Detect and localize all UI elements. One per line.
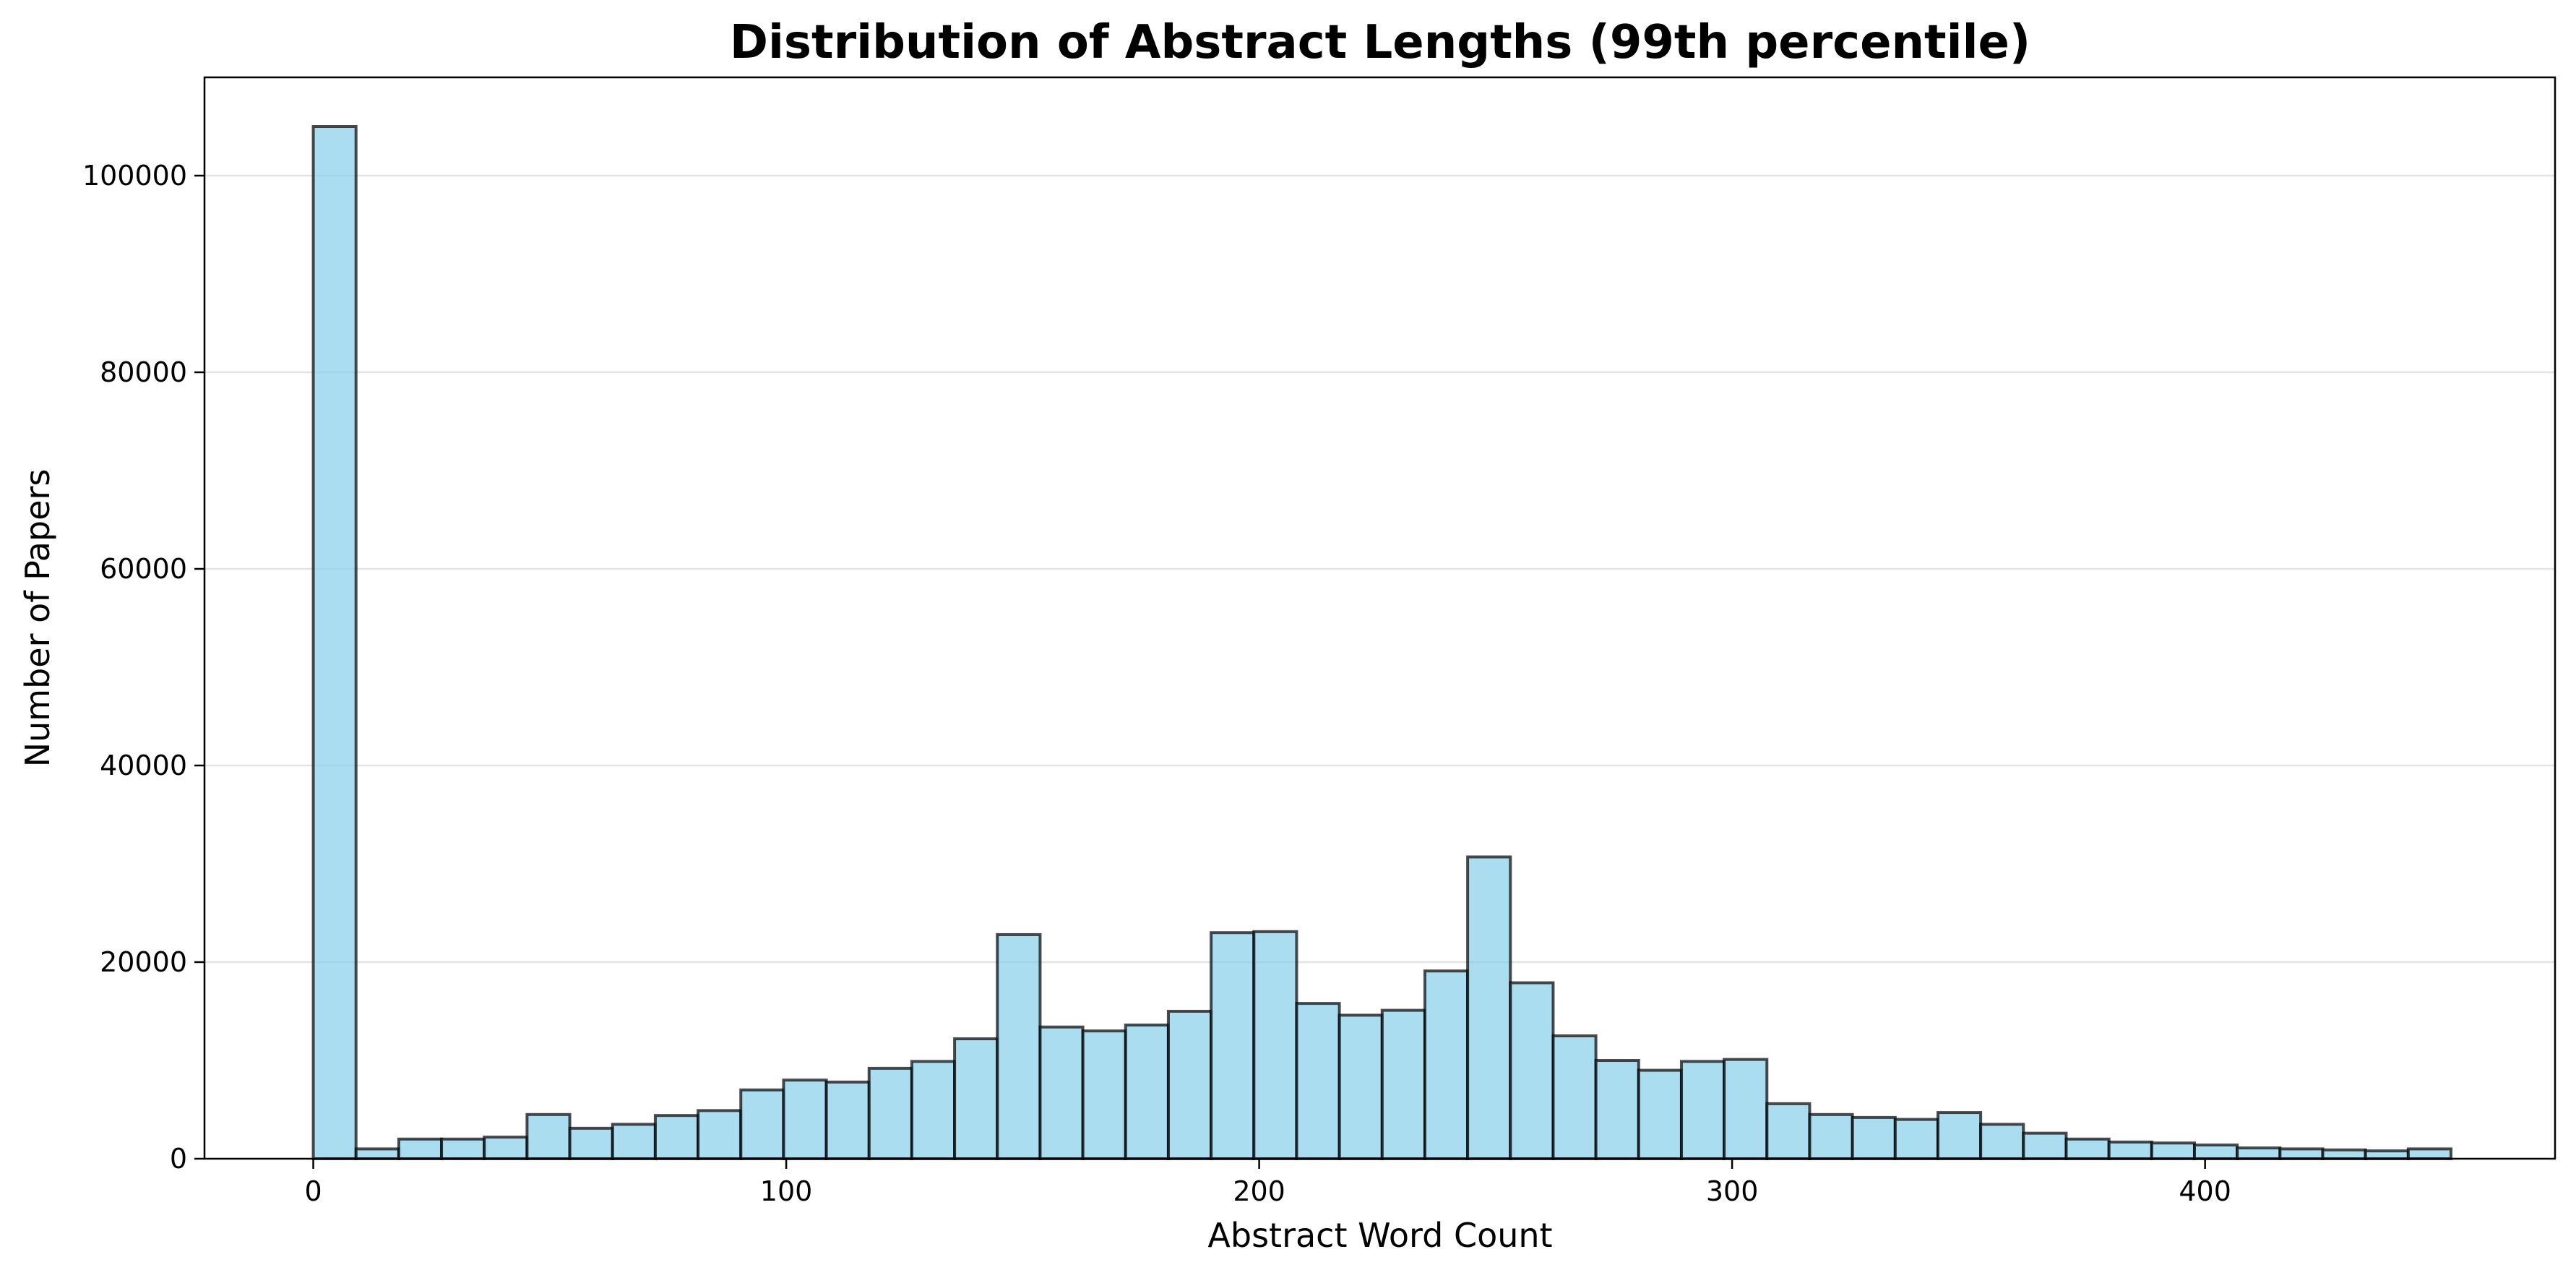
y-axis: 0 20000 40000 60000 80000 100000	[82, 160, 204, 1175]
histogram-bar	[1637, 1068, 1683, 1160]
histogram-bar	[397, 1137, 444, 1161]
histogram-bar	[1723, 1058, 1769, 1161]
x-tick-label: 300	[1706, 1175, 1759, 1207]
histogram-bar	[1210, 931, 1256, 1160]
y-tick-label: 20000	[100, 946, 187, 978]
histogram-bar	[1038, 1025, 1085, 1161]
histogram-bar	[1851, 1115, 1897, 1161]
histogram-bar	[1936, 1111, 1983, 1160]
histogram-bar	[311, 125, 358, 1160]
chart-title: Distribution of Abstract Lengths (99th p…	[730, 16, 2030, 69]
y-tick-label: 80000	[100, 356, 187, 388]
y-tick-label: 60000	[100, 553, 187, 585]
histogram-bar	[2107, 1140, 2153, 1161]
x-tick-label: 100	[760, 1175, 813, 1207]
histogram-bar	[824, 1080, 871, 1161]
histogram-bar	[1124, 1024, 1170, 1161]
histogram-bar	[1979, 1123, 2025, 1161]
histogram-bar	[1252, 930, 1298, 1160]
histogram-bar	[440, 1137, 486, 1161]
x-tick-label: 200	[1233, 1175, 1285, 1207]
histogram-bar	[2278, 1147, 2325, 1161]
y-tick-label: 40000	[100, 750, 187, 781]
histogram-bar	[1380, 1008, 1426, 1161]
histogram-bar	[568, 1126, 614, 1160]
histogram-bar	[483, 1136, 529, 1160]
grid-lines	[204, 174, 2555, 1160]
histogram-bar	[2192, 1143, 2239, 1160]
histogram-bar	[1808, 1112, 1854, 1161]
histogram-bar	[953, 1037, 999, 1160]
histogram-bar	[2406, 1147, 2453, 1161]
histogram-bar	[525, 1112, 572, 1161]
histogram-bar	[697, 1109, 743, 1160]
histogram-bar	[2321, 1148, 2367, 1161]
histogram-bar	[1423, 969, 1470, 1160]
y-axis-label: Number of Papers	[18, 469, 57, 768]
x-axis-label: Abstract Word Count	[1207, 1216, 1552, 1255]
histogram-bar	[1765, 1102, 1812, 1160]
y-tick-label: 0	[170, 1143, 187, 1175]
histogram-bar	[1679, 1060, 1726, 1160]
histogram-bar	[996, 932, 1042, 1161]
histogram-bar	[910, 1060, 957, 1160]
histogram-bar	[354, 1147, 400, 1161]
histogram-bar	[653, 1114, 700, 1161]
histogram-bar	[1166, 1010, 1213, 1160]
bars	[311, 125, 2453, 1161]
histogram-bar	[782, 1078, 828, 1160]
histogram-bar	[1893, 1118, 1939, 1160]
histogram-bar	[2022, 1131, 2068, 1161]
histogram-bar	[1594, 1059, 1640, 1160]
histogram-bar	[2150, 1141, 2196, 1160]
y-tick-label: 100000	[82, 160, 187, 192]
histogram-bar	[2064, 1137, 2111, 1161]
histogram-bar	[2236, 1146, 2282, 1161]
histogram-bar	[2364, 1149, 2410, 1160]
plot-frame	[203, 76, 2556, 1160]
histogram-bar	[1295, 1002, 1341, 1160]
histogram-bar	[611, 1123, 657, 1161]
histogram-bar	[1337, 1013, 1384, 1160]
histogram-bar	[1509, 981, 1555, 1161]
histogram-bar	[867, 1066, 913, 1161]
histogram-bar	[739, 1088, 785, 1161]
x-tick-label: 400	[2179, 1175, 2231, 1207]
histogram-bar	[1551, 1034, 1598, 1160]
x-axis: 0 100 200 300 400	[304, 1159, 2231, 1207]
x-tick-label: 0	[304, 1175, 322, 1207]
histogram-bar	[1081, 1029, 1127, 1160]
histogram-bar	[1466, 855, 1512, 1160]
